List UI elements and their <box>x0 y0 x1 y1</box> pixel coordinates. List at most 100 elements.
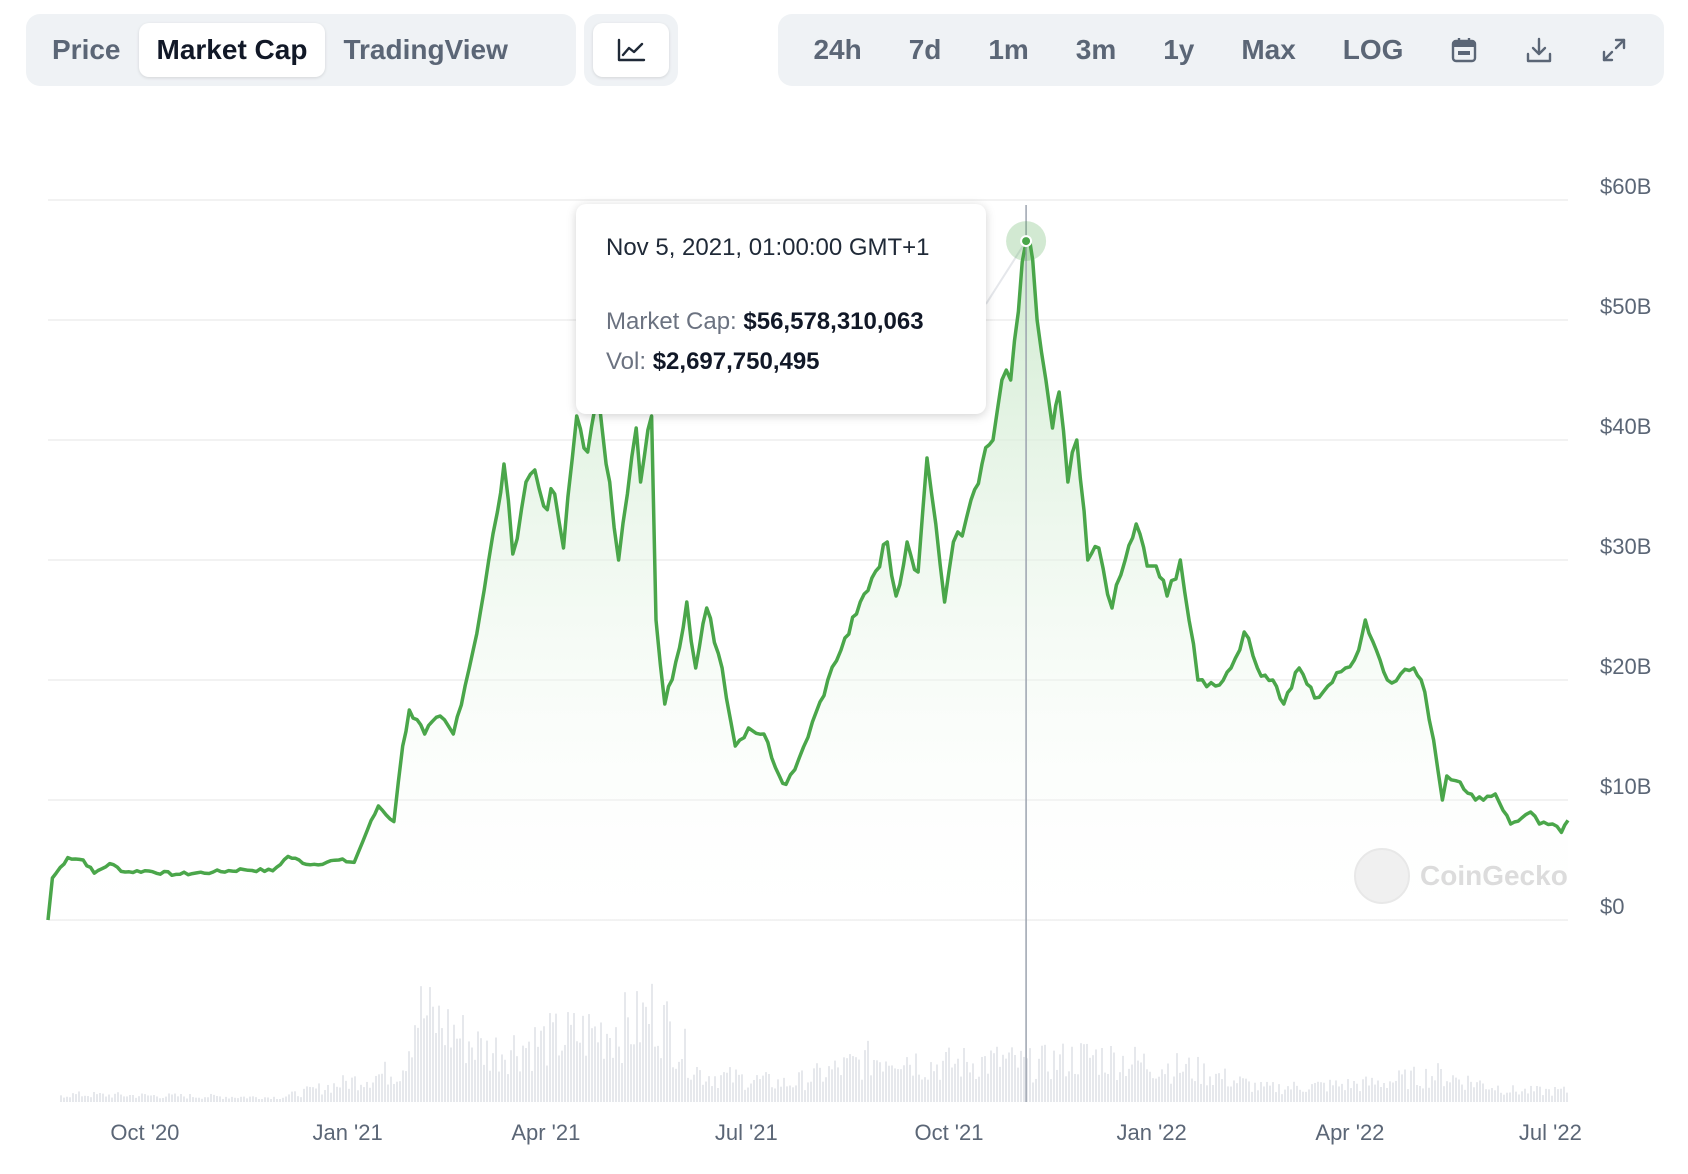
volume-bar <box>972 1063 974 1102</box>
volume-bar <box>924 1077 926 1102</box>
volume-bar <box>267 1097 269 1102</box>
volume-bar <box>777 1079 779 1102</box>
volume-bar <box>1467 1075 1469 1102</box>
volume-bar <box>393 1083 395 1102</box>
log-scale-toggle[interactable]: LOG <box>1342 34 1404 65</box>
volume-bar <box>1161 1069 1163 1102</box>
calendar-button[interactable] <box>1442 28 1486 72</box>
download-button[interactable] <box>1517 28 1561 72</box>
volume-bar <box>1095 1049 1097 1102</box>
volume-bar <box>468 1041 470 1102</box>
volume-bar <box>321 1094 323 1102</box>
tab-market-cap[interactable]: Market Cap <box>138 23 326 77</box>
volume-bar <box>432 1006 434 1102</box>
range-24h[interactable]: 24h <box>813 34 862 65</box>
volume-bar <box>159 1098 161 1102</box>
range-selector: 24h 7d 1m 3m 1y Max LOG <box>778 14 1664 86</box>
volume-bar <box>813 1068 815 1102</box>
volume-bar <box>543 1026 545 1102</box>
volume-bar <box>1227 1086 1229 1102</box>
volume-bar <box>966 1061 968 1102</box>
volume-bar <box>1404 1069 1406 1102</box>
range-3m[interactable]: 3m <box>1075 34 1117 65</box>
volume-bar <box>153 1095 155 1102</box>
volume-bar <box>1323 1082 1325 1102</box>
volume-bar <box>261 1099 263 1102</box>
range-max[interactable]: Max <box>1241 34 1296 65</box>
volume-bar <box>477 1031 479 1102</box>
volume-bar <box>396 1081 398 1102</box>
volume-bar <box>858 1059 860 1102</box>
y-tick-label: $40B <box>1600 414 1651 439</box>
range-1y[interactable]: 1y <box>1163 34 1195 65</box>
volume-bar <box>873 1059 875 1102</box>
volume-bar <box>756 1075 758 1102</box>
volume-bar <box>1155 1078 1157 1102</box>
volume-bar <box>561 1050 563 1102</box>
volume-bar <box>1500 1092 1502 1102</box>
volume-bar <box>906 1057 908 1102</box>
volume-bar <box>1092 1055 1094 1102</box>
line-chart-button[interactable] <box>593 23 669 77</box>
volume-bar <box>357 1090 359 1102</box>
volume-bar <box>201 1098 203 1102</box>
volume-bar <box>195 1097 197 1102</box>
view-tabs: Price Market Cap TradingView <box>26 14 576 86</box>
volume-bar <box>489 1070 491 1102</box>
volume-bar <box>207 1097 209 1102</box>
volume-bar <box>1248 1081 1250 1102</box>
volume-bar <box>819 1067 821 1102</box>
market-cap-area <box>48 238 1568 921</box>
volume-bar <box>1239 1076 1241 1102</box>
volume-bar <box>948 1047 950 1102</box>
range-1m[interactable]: 1m <box>988 34 1029 65</box>
volume-bar <box>1140 1062 1142 1102</box>
volume-bar <box>522 1045 524 1102</box>
volume-bar <box>1542 1095 1544 1102</box>
volume-bar <box>138 1096 140 1102</box>
volume-bar <box>1059 1054 1061 1102</box>
volume-bar <box>1032 1082 1034 1102</box>
volume-bar <box>78 1091 80 1102</box>
volume-bar <box>681 1058 683 1102</box>
volume-bar <box>198 1097 200 1102</box>
volume-bar <box>300 1097 302 1102</box>
volume-bar <box>1098 1074 1100 1102</box>
tooltip-connector <box>985 240 1027 305</box>
range-7d[interactable]: 7d <box>908 34 942 65</box>
volume-bar <box>69 1097 71 1102</box>
volume-bar <box>864 1050 866 1102</box>
volume-bar <box>1353 1081 1355 1102</box>
volume-bar <box>222 1098 224 1102</box>
volume-bar <box>690 1079 692 1102</box>
volume-bar <box>1434 1080 1436 1102</box>
tooltip-volume: Vol: $2,697,750,495 <box>606 348 986 376</box>
fullscreen-button[interactable] <box>1592 28 1636 72</box>
volume-bar <box>663 1004 665 1102</box>
volume-bar <box>1167 1063 1169 1102</box>
volume-bar <box>315 1088 317 1102</box>
volume-bar <box>825 1077 827 1102</box>
volume-bar <box>486 1040 488 1102</box>
volume-bar <box>129 1095 131 1102</box>
volume-bar <box>582 1015 584 1102</box>
volume-bar <box>744 1089 746 1102</box>
volume-bar <box>1506 1092 1508 1102</box>
volume-bar <box>249 1096 251 1102</box>
volume-bar <box>726 1072 728 1102</box>
volume-bar <box>537 1046 539 1102</box>
volume-bar <box>204 1097 206 1102</box>
volume-bar <box>258 1099 260 1102</box>
volume-bar <box>186 1098 188 1102</box>
tab-price[interactable]: Price <box>52 34 121 65</box>
volume-bar <box>135 1097 137 1102</box>
volume-bar <box>969 1072 971 1102</box>
volume-bar <box>639 1042 641 1102</box>
volume-bar <box>1524 1088 1526 1102</box>
volume-bar <box>1335 1080 1337 1102</box>
volume-bar <box>240 1096 242 1102</box>
volume-bar <box>456 1038 458 1102</box>
tab-tradingview[interactable]: TradingView <box>343 34 508 65</box>
volume-bar <box>885 1061 887 1102</box>
